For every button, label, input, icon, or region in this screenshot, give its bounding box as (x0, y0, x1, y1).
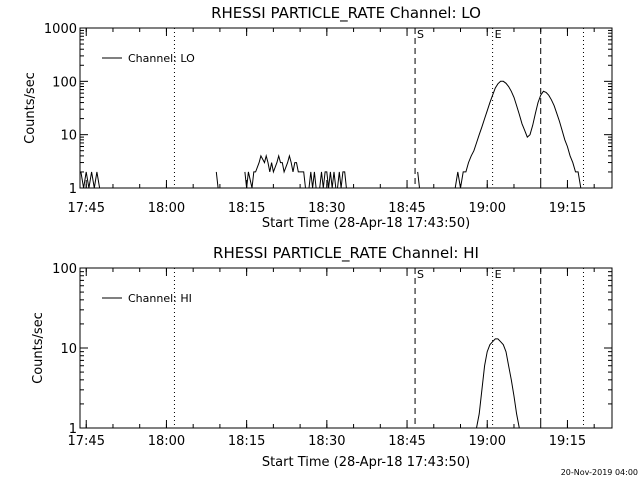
x-tick-label: 18:00 (148, 434, 185, 449)
y-tick-label: 1000 (44, 22, 77, 37)
y-tick-label: 100 (52, 75, 77, 90)
data-series-line (454, 80, 584, 189)
x-tick-label: 18:30 (308, 434, 345, 449)
x-axis-label: Start Time (28-Apr-18 17:43:50) (262, 216, 470, 231)
x-tick-label: 18:15 (228, 201, 265, 216)
event-marker-label: E (495, 28, 502, 41)
panel-hi: RHESSI PARTICLE_RATE Channel: HI Start Ti… (31, 244, 613, 470)
y-tick-label: 1 (69, 182, 77, 197)
x-tick-label: 18:00 (148, 201, 185, 216)
data-series-line (476, 338, 520, 429)
event-marker-label: S (417, 28, 424, 41)
x-tick-label: 18:45 (388, 434, 425, 449)
data-series-line (244, 153, 349, 189)
x-tick-label: 17:45 (68, 434, 105, 449)
x-tick-label: 19:00 (469, 201, 506, 216)
data-series-line (215, 171, 220, 189)
legend-label: Channel: LO (128, 52, 195, 65)
legend-label: Channel: HI (128, 292, 192, 305)
y-tick-label: 1 (69, 422, 77, 437)
data-series-line (417, 171, 422, 189)
x-tick-label: 18:45 (388, 201, 425, 216)
x-axis-label: Start Time (28-Apr-18 17:43:50) (262, 455, 470, 470)
y-axis-label: Counts/sec (23, 72, 38, 144)
footer-timestamp: 20-Nov-2019 04:00 (561, 468, 638, 477)
x-tick-label: 17:45 (68, 201, 105, 216)
y-tick-label: 10 (60, 129, 77, 144)
event-marker-label: E (495, 268, 502, 281)
y-tick-label: 100 (52, 262, 77, 277)
chart-title: RHESSI PARTICLE_RATE Channel: HI (213, 244, 479, 263)
data-series-line (80, 171, 103, 189)
event-marker-label: S (417, 268, 424, 281)
x-tick-label: 18:30 (308, 201, 345, 216)
panel-lo: RHESSI PARTICLE_RATE Channel: LO Start Ti… (23, 4, 613, 231)
y-tick-label: 10 (60, 342, 77, 357)
x-tick-label: 19:15 (549, 201, 586, 216)
x-tick-label: 19:00 (469, 434, 506, 449)
y-axis-label: Counts/sec (31, 312, 46, 384)
x-tick-label: 19:15 (549, 434, 586, 449)
chart-title: RHESSI PARTICLE_RATE Channel: LO (211, 4, 481, 23)
x-tick-label: 18:15 (228, 434, 265, 449)
